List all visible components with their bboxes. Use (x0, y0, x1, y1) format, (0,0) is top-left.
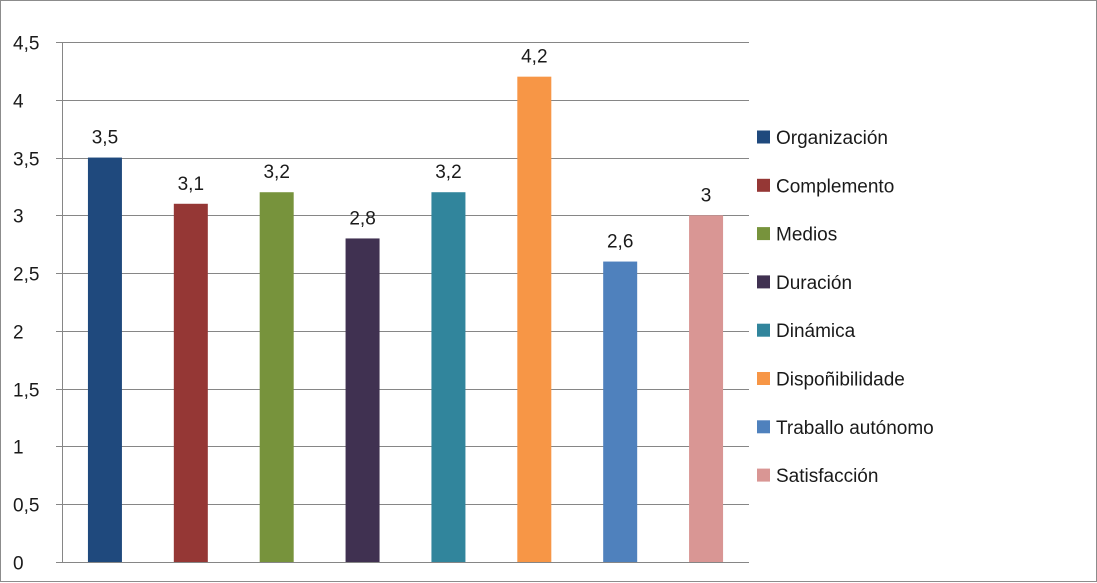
data-label: 3,2 (263, 162, 289, 183)
bar-7 (689, 215, 724, 563)
legend-label: Organización (776, 128, 888, 149)
legend-swatch (757, 372, 770, 385)
legend-swatch (757, 420, 770, 434)
data-label: 3 (701, 185, 712, 206)
bar-0 (87, 157, 122, 563)
y-tick-label: 3,5 (13, 150, 39, 171)
bar-3 (345, 238, 380, 562)
y-tick-label: 0,5 (13, 496, 39, 517)
legend-label: Dinámica (776, 321, 856, 342)
data-label: 2,6 (607, 232, 633, 253)
y-tick-label: 3 (13, 207, 24, 228)
legend-label: Complemento (776, 176, 894, 197)
legend-label: Duración (776, 273, 852, 294)
y-tick-label: 2 (13, 323, 24, 344)
y-tick-label: 0 (13, 554, 24, 575)
legend-label: Traballo autónomo (776, 418, 934, 439)
data-label: 3,2 (435, 162, 461, 183)
data-label: 2,8 (349, 208, 375, 229)
data-label: 3,1 (178, 174, 204, 195)
bar-1 (173, 203, 208, 562)
bar-5 (517, 76, 552, 563)
y-tick-label: 4 (13, 92, 24, 113)
legend-label: Medios (776, 225, 837, 246)
legend: Organización Complemento Medios Duración Din… (757, 128, 934, 487)
legend-swatch (757, 130, 770, 144)
y-tick-label: 1 (13, 438, 24, 459)
y-axis: 0 0,5 1 1,5 2 2,5 3 3,5 4 4,5 (13, 34, 39, 575)
y-tick-label: 2,5 (13, 265, 39, 286)
y-tick-label: 1,5 (13, 381, 39, 402)
legend-swatch (757, 227, 770, 241)
bar-4 (431, 192, 466, 562)
legend-label: Dispoñibilidade (776, 370, 905, 391)
data-labels: 3,5 3,1 3,2 2,8 3,2 4,2 2,6 3 (92, 47, 712, 253)
bar-2 (259, 192, 294, 562)
y-tick-label: 4,5 (13, 34, 39, 55)
data-label: 4,2 (521, 47, 547, 68)
bars (87, 76, 724, 563)
legend-label: Satisfacción (776, 466, 878, 487)
gridlines (56, 42, 749, 563)
bar-6 (603, 261, 638, 562)
legend-swatch (757, 323, 770, 337)
legend-swatch (757, 178, 770, 192)
data-label: 3,5 (92, 128, 118, 149)
legend-swatch (757, 468, 770, 482)
legend-swatch (757, 275, 770, 289)
